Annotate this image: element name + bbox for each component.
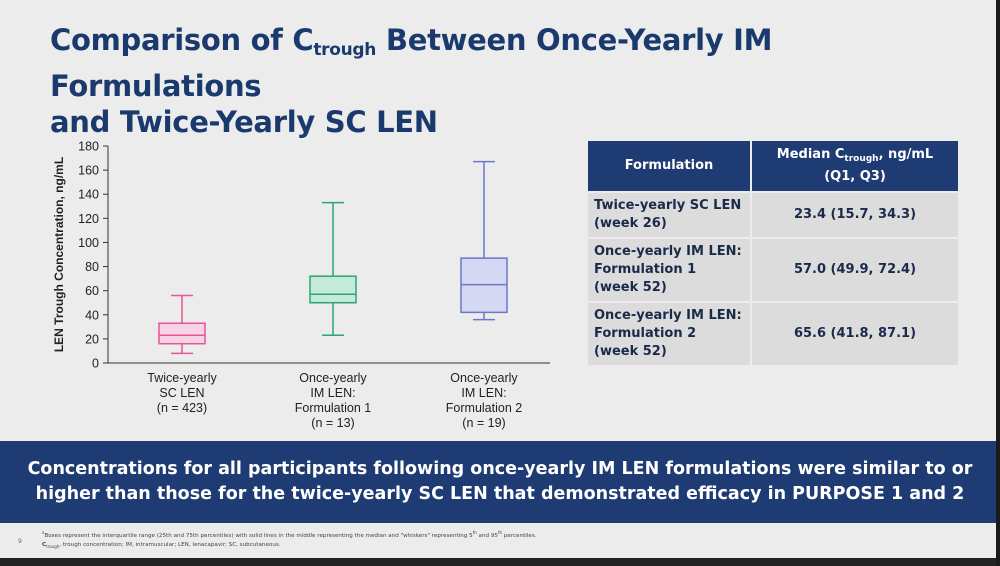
- box-plot-chart: 0 20 40 60 80 100 120 140 160 180 LEN Trough Conce…: [52, 140, 550, 430]
- right-edge-bar: [996, 0, 1000, 566]
- x-category-label: Once-yearly: [299, 371, 367, 385]
- iqr-box: [158, 322, 206, 345]
- y-axis-label: LEN Trough Concentration, ng/mL: [52, 157, 66, 352]
- slide-title: Comparison of Ctrough Between Once-Yearl…: [50, 22, 990, 140]
- title-line-2: and Twice-Yearly SC LEN: [50, 105, 438, 139]
- row-value: 65.6 (41.8, 87.1): [751, 301, 958, 365]
- row-formulation: Once-yearly IM LEN: Formulation 2 (week …: [588, 301, 752, 365]
- header-formulation: Formulation: [588, 141, 752, 192]
- x-category-label: SC LEN: [159, 386, 204, 400]
- x-category-label: (n = 19): [462, 416, 505, 430]
- footnote-1: aBoxes represent the interquartile range…: [42, 530, 537, 539]
- x-category-label: (n = 423): [157, 401, 207, 415]
- x-category-label: (n = 13): [311, 416, 354, 430]
- table-header-row: Formulation Median Ctrough, ng/mL (Q1, Q…: [588, 141, 958, 192]
- iqr-box: [309, 275, 357, 304]
- footnote-2: Ctrough, trough concentration; IM, intra…: [42, 541, 281, 549]
- y-tick-label: 120: [78, 212, 99, 226]
- y-tick-label: 40: [85, 308, 99, 322]
- x-category-label: Formulation 2: [446, 401, 522, 415]
- x-category-label: Formulation 1: [295, 401, 371, 415]
- table-row: Twice-yearly SC LEN (week 26) 23.4 (15.7…: [588, 191, 958, 238]
- row-formulation: Twice-yearly SC LEN (week 26): [588, 191, 752, 238]
- results-table: Formulation Median Ctrough, ng/mL (Q1, Q…: [588, 141, 958, 365]
- x-category-label: Once-yearly: [450, 371, 518, 385]
- bottom-bar: [0, 558, 1000, 566]
- y-tick-label: 20: [85, 332, 99, 346]
- banner-line-1: Concentrations for all participants foll…: [27, 459, 973, 479]
- row-value: 57.0 (49.9, 72.4): [751, 237, 958, 302]
- y-tick-label: 60: [85, 284, 99, 298]
- y-tick-label: 180: [78, 140, 99, 154]
- table-row: Once-yearly IM LEN: Formulation 2 (week …: [588, 301, 958, 365]
- x-category-label: Twice-yearly: [147, 371, 217, 385]
- y-tick-label: 0: [92, 357, 99, 371]
- banner-line-2: higher than those for the twice-yearly S…: [35, 484, 965, 504]
- y-tick-label: 100: [78, 236, 99, 250]
- y-tick-label: 160: [78, 164, 99, 178]
- table-row: Once-yearly IM LEN: Formulation 1 (week …: [588, 237, 958, 302]
- x-category-label: IM LEN:: [461, 386, 506, 400]
- key-message-banner: Concentrations for all participants foll…: [0, 441, 1000, 523]
- header-median: Median Ctrough, ng/mL (Q1, Q3): [751, 141, 958, 192]
- row-value: 23.4 (15.7, 34.3): [751, 191, 958, 238]
- x-category-label: IM LEN:: [310, 386, 355, 400]
- y-tick-label: 140: [78, 188, 99, 202]
- title-line-1: Comparison of Ctrough Between Once-Yearl…: [50, 23, 773, 103]
- page-number: 9: [18, 538, 22, 545]
- y-tick-label: 80: [85, 260, 99, 274]
- footnotes: aBoxes represent the interquartile range…: [42, 528, 942, 551]
- row-formulation: Once-yearly IM LEN: Formulation 1 (week …: [588, 237, 752, 302]
